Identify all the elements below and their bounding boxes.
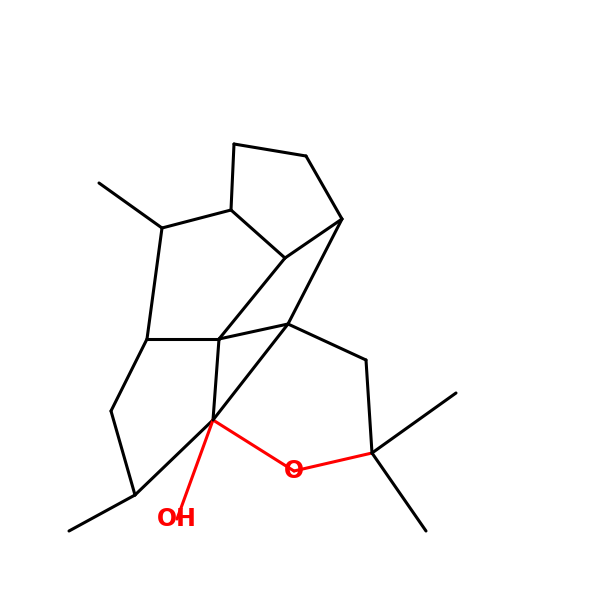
Text: OH: OH — [157, 507, 197, 531]
Text: O: O — [284, 459, 304, 483]
